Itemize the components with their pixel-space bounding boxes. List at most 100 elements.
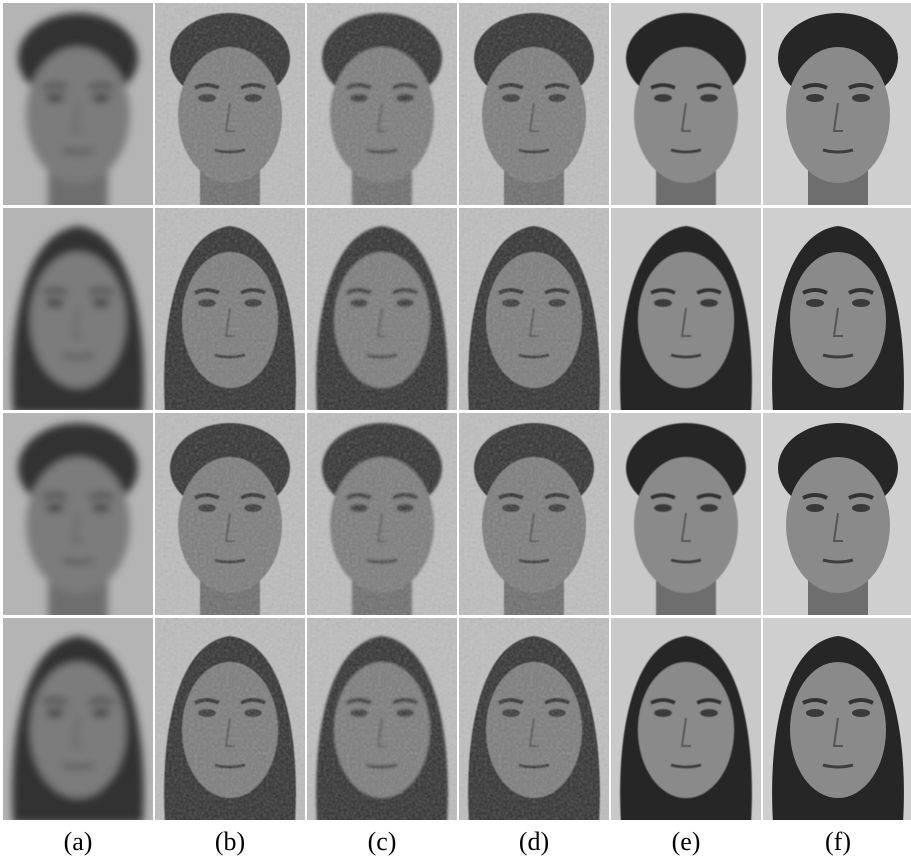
face-content <box>155 208 305 413</box>
face-content <box>611 618 761 823</box>
eye <box>852 299 870 307</box>
eye <box>92 299 110 307</box>
face-image <box>307 3 457 213</box>
artifact-noise <box>155 3 305 205</box>
artifact-noise <box>459 208 609 410</box>
face-skin <box>786 47 890 183</box>
face-content <box>459 208 609 413</box>
face-content <box>307 618 457 823</box>
artifact-noise <box>307 618 457 820</box>
eye <box>806 709 824 717</box>
face-image <box>459 208 609 413</box>
eye <box>654 94 672 102</box>
face-content <box>307 413 457 623</box>
image-grid <box>3 3 911 823</box>
panel-label: (b) <box>215 827 245 856</box>
face-content <box>611 413 761 623</box>
face-image <box>307 618 457 823</box>
artifact-noise <box>155 413 305 615</box>
face-image <box>611 3 761 213</box>
face-content <box>763 208 911 413</box>
face-image <box>307 413 457 623</box>
face-skin <box>790 662 886 798</box>
artifact-noise <box>155 208 305 410</box>
face-image <box>763 3 911 213</box>
face-image <box>155 3 305 213</box>
face-image <box>763 618 911 823</box>
eye <box>700 709 718 717</box>
eye <box>92 504 110 512</box>
face-image <box>459 3 609 213</box>
face-image <box>611 208 761 413</box>
eye <box>700 94 718 102</box>
eye <box>46 504 64 512</box>
face-skin <box>30 662 126 798</box>
panel-label: (c) <box>368 827 397 856</box>
eye <box>46 94 64 102</box>
face-content <box>155 618 305 823</box>
eye <box>92 94 110 102</box>
face-content <box>611 208 761 413</box>
face-content <box>611 3 761 213</box>
face-skin <box>30 252 126 388</box>
eye <box>654 709 672 717</box>
panel-label: (e) <box>672 827 701 856</box>
eye <box>46 299 64 307</box>
face-image <box>3 413 153 623</box>
artifact-noise <box>459 413 609 615</box>
face-image <box>459 413 609 623</box>
face-image <box>763 413 911 623</box>
face-skin <box>26 47 130 183</box>
face-skin <box>634 457 738 593</box>
eye <box>92 709 110 717</box>
face-image <box>3 208 153 413</box>
eye <box>806 299 824 307</box>
panel-label: (f) <box>825 827 851 856</box>
artifact-noise <box>459 618 609 820</box>
eye <box>806 504 824 512</box>
artifact-noise <box>307 413 457 615</box>
eye <box>700 504 718 512</box>
face-image <box>611 413 761 623</box>
face-skin <box>26 457 130 593</box>
eye <box>46 709 64 717</box>
face-image <box>3 618 153 823</box>
face-content <box>3 618 153 823</box>
face-content <box>155 413 305 623</box>
eye <box>654 504 672 512</box>
face-image <box>155 618 305 823</box>
face-content <box>459 618 609 823</box>
panel-label: (a) <box>64 827 93 856</box>
face-content <box>763 618 911 823</box>
face-image <box>459 618 609 823</box>
artifact-noise <box>307 208 457 410</box>
eye <box>700 299 718 307</box>
eye <box>806 94 824 102</box>
artifact-noise <box>307 3 457 205</box>
face-skin <box>634 47 738 183</box>
face-image <box>307 208 457 413</box>
eye <box>852 709 870 717</box>
face-skin <box>790 252 886 388</box>
face-skin <box>638 662 734 798</box>
face-image <box>763 208 911 413</box>
eye <box>654 299 672 307</box>
eye <box>852 94 870 102</box>
face-content <box>3 208 153 413</box>
face-content <box>307 208 457 413</box>
artifact-noise <box>459 3 609 205</box>
panel-label: (d) <box>519 827 549 856</box>
face-content <box>459 3 609 213</box>
face-content <box>763 413 911 623</box>
face-image <box>155 208 305 413</box>
artifact-noise <box>155 618 305 820</box>
face-image <box>611 618 761 823</box>
face-content <box>3 3 153 213</box>
face-image <box>155 413 305 623</box>
face-content <box>3 413 153 623</box>
figure: (a) (b) (c) (d) (e) (f) <box>0 0 911 861</box>
face-content <box>763 3 911 213</box>
face-image <box>3 3 153 213</box>
face-content <box>307 3 457 213</box>
eye <box>852 504 870 512</box>
